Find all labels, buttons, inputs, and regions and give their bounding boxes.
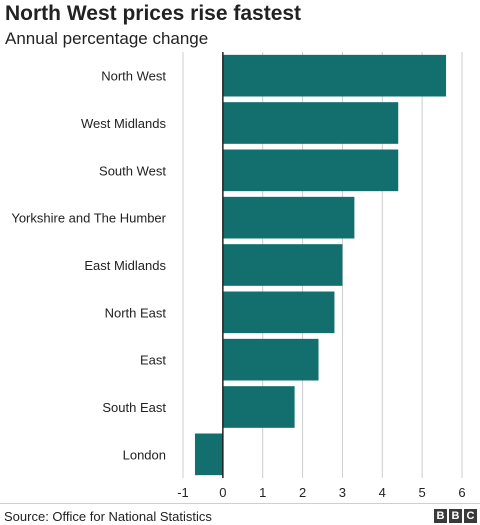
- category-label: East Midlands: [84, 258, 166, 273]
- category-label: West Midlands: [81, 116, 167, 131]
- x-tick-label: 3: [339, 485, 346, 500]
- bar: [222, 54, 447, 97]
- bar: [194, 433, 223, 476]
- bbc-logo-letter-3: C: [464, 509, 477, 523]
- category-label: East: [140, 353, 166, 368]
- bar: [222, 386, 295, 428]
- bbc-logo: B B C: [434, 509, 477, 523]
- x-tick-label: -1: [177, 485, 189, 500]
- x-tick-label: 1: [259, 485, 266, 500]
- bar: [222, 244, 343, 286]
- category-label: Yorkshire and The Humber: [11, 211, 166, 226]
- chart-title: North West prices rise fastest: [5, 2, 302, 25]
- bbc-logo-letter-1: B: [434, 509, 447, 523]
- footer-divider: [0, 503, 480, 504]
- x-tick-label: 5: [419, 485, 426, 500]
- x-tick-label: 6: [458, 485, 465, 500]
- source-note: Source: Office for National Statistics: [4, 509, 212, 524]
- category-label: London: [123, 447, 166, 462]
- chart-subtitle: Annual percentage change: [5, 29, 209, 48]
- bbc-logo-letter-2: B: [449, 509, 462, 523]
- category-label: North West: [101, 69, 166, 84]
- bar: [222, 149, 399, 192]
- bar: [222, 196, 355, 239]
- x-tick-label: 4: [379, 485, 386, 500]
- category-label: North East: [105, 305, 167, 320]
- bar: [222, 338, 319, 381]
- bar: [222, 291, 335, 334]
- category-label: South East: [102, 400, 166, 415]
- x-tick-label: 2: [299, 485, 306, 500]
- x-tick-label: 0: [219, 485, 226, 500]
- category-label: South West: [99, 163, 166, 178]
- bar: [222, 102, 399, 144]
- bar-chart: North West West Midlands South West Yorkshi…: [11, 52, 466, 500]
